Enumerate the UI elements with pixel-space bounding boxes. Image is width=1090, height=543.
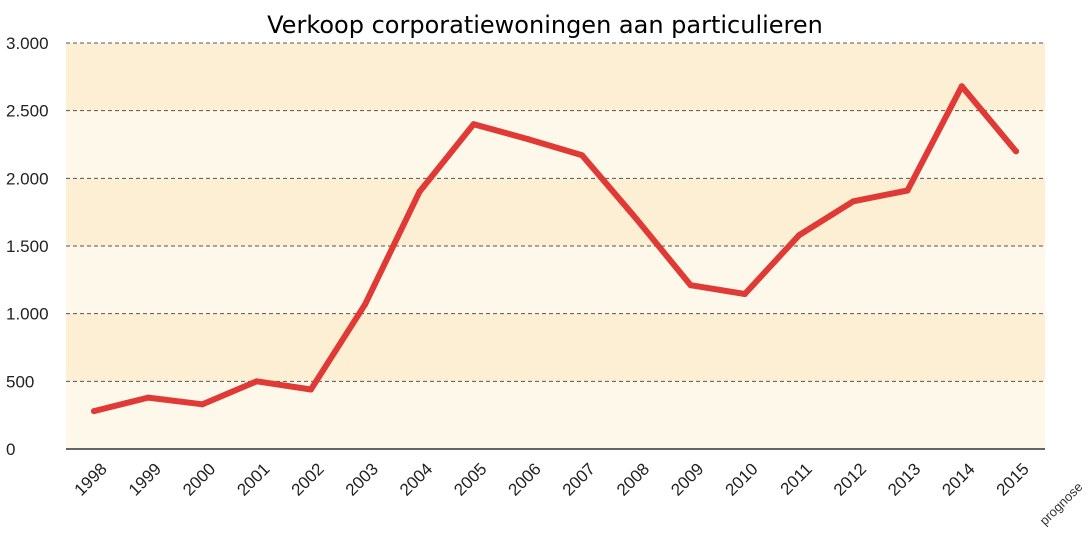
x-tick-label: 2014 <box>938 459 978 499</box>
x-tick-label: 2009 <box>667 459 707 499</box>
data-point <box>307 386 314 393</box>
data-point <box>850 198 857 205</box>
data-point <box>362 301 369 308</box>
x-tick-label: 2013 <box>884 459 924 499</box>
data-point <box>796 232 803 239</box>
x-tick-label: 2001 <box>233 459 273 499</box>
data-point <box>687 282 694 289</box>
y-tick-label: 1.000 <box>6 305 49 324</box>
x-tick-label: 2003 <box>342 459 382 499</box>
data-point <box>91 408 97 415</box>
y-tick-label: 3.000 <box>6 34 49 53</box>
background-band <box>66 313 1045 382</box>
x-tick-label: 2000 <box>179 459 219 499</box>
x-tick-label: 2005 <box>450 459 490 499</box>
background-band <box>66 246 1045 314</box>
y-tick-label: 500 <box>6 372 34 391</box>
series-layer <box>91 83 1019 415</box>
data-point <box>145 394 152 401</box>
data-point <box>741 291 748 298</box>
data-point <box>633 215 640 222</box>
x-tick-label: 2002 <box>288 459 328 499</box>
x-tick-label: 2008 <box>613 459 653 499</box>
x-tick-label: 2004 <box>396 459 436 499</box>
x-tick-label: 2012 <box>830 459 870 499</box>
data-point <box>199 401 206 408</box>
series-line <box>91 83 1019 415</box>
y-tick-label: 2.500 <box>6 102 49 121</box>
y-axis-ticks: 0 500 1.000 1.500 2.000 2.500 3.000 <box>6 34 49 459</box>
x-tick-label: 2010 <box>721 459 761 499</box>
data-point <box>958 83 965 90</box>
prognose-annotation: prognose <box>1037 479 1086 528</box>
background-band <box>66 178 1045 246</box>
x-tick-label: 2011 <box>777 459 816 498</box>
y-tick-label: 2.000 <box>6 169 49 188</box>
data-point <box>904 187 911 194</box>
data-point <box>524 136 531 143</box>
background-bands <box>66 43 1045 449</box>
chart-title: Verkoop corporatiewoningen aan particuli… <box>267 11 823 39</box>
background-band <box>66 43 1045 111</box>
y-tick-label: 0 <box>6 440 15 459</box>
data-point <box>1013 148 1019 155</box>
x-tick-label: 2015 <box>993 459 1033 499</box>
background-band <box>66 381 1045 449</box>
x-tick-label: 2007 <box>559 459 599 499</box>
data-point <box>579 152 586 159</box>
x-tick-label: 2006 <box>505 459 545 499</box>
x-axis-ticks: 1998 1999 2000 2001 2002 2003 2004 2005 2006 2007… <box>71 459 1033 499</box>
grid-lines <box>66 42 1045 382</box>
data-point <box>470 121 477 128</box>
y-tick-label: 1.500 <box>6 237 49 256</box>
data-point <box>416 188 423 195</box>
x-tick-label: 1998 <box>71 459 111 499</box>
x-tick-label: 1999 <box>125 459 165 499</box>
data-point <box>253 378 260 385</box>
